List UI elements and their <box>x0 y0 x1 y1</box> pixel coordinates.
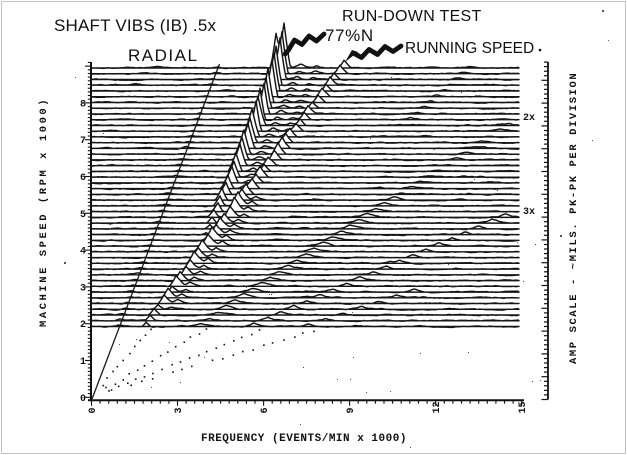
svg-text:SHAFT VIBS (IB) .5x: SHAFT VIBS (IB) .5x <box>54 16 216 35</box>
svg-text:RADIAL: RADIAL <box>128 46 198 65</box>
svg-text:7: 7 <box>80 136 86 147</box>
svg-text:3: 3 <box>80 283 86 294</box>
svg-text:3x: 3x <box>523 207 535 218</box>
svg-text:77%N: 77%N <box>325 26 374 45</box>
svg-text:2: 2 <box>80 320 86 331</box>
svg-text:4: 4 <box>80 247 86 258</box>
svg-text:5: 5 <box>80 210 86 221</box>
svg-text:FREQUENCY (EVENTS/MIN x 1000): FREQUENCY (EVENTS/MIN x 1000) <box>201 433 407 445</box>
svg-text:9: 9 <box>346 407 357 413</box>
svg-text:3: 3 <box>174 407 185 413</box>
svg-text:12: 12 <box>432 401 443 413</box>
svg-text:RUN-DOWN TEST: RUN-DOWN TEST <box>342 8 482 25</box>
svg-text:0: 0 <box>88 407 99 413</box>
svg-text:MACHINE SPEED (RPM x 1000): MACHINE SPEED (RPM x 1000) <box>38 97 50 327</box>
svg-text:6: 6 <box>80 173 86 184</box>
svg-text:2x: 2x <box>523 113 535 124</box>
svg-text:15: 15 <box>518 401 529 413</box>
svg-text:1: 1 <box>80 357 86 368</box>
svg-text:6: 6 <box>260 407 271 413</box>
svg-text:0: 0 <box>80 394 86 405</box>
svg-text:RUNNING SPEED: RUNNING SPEED <box>405 40 534 57</box>
svg-text:8: 8 <box>80 99 86 110</box>
svg-text:AMP SCALE - ~MILS. PK-PK PER: AMP SCALE - ~MILS. PK-PK PER DIVISION <box>568 72 580 364</box>
